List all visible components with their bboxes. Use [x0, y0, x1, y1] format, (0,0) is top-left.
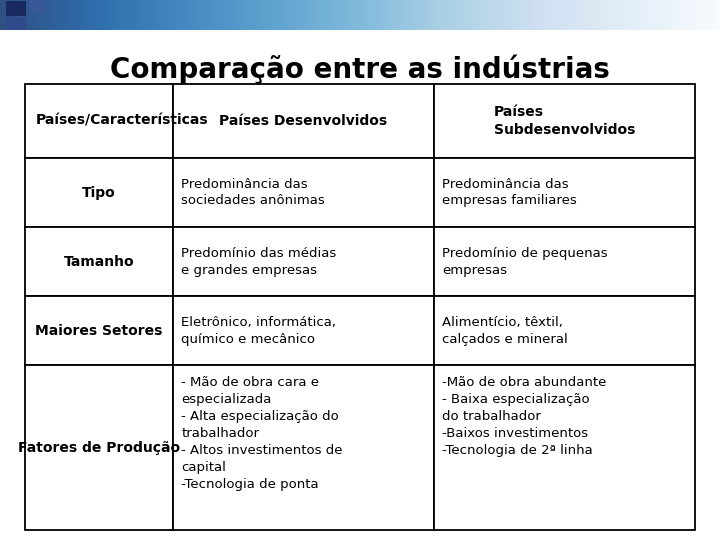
Text: Países
Subdesenvolvidos: Países Subdesenvolvidos — [493, 105, 635, 137]
Bar — [25, 366, 173, 530]
Text: Maiores Setores: Maiores Setores — [35, 324, 163, 338]
Bar — [433, 158, 695, 227]
Text: Países/Características: Países/Características — [35, 114, 208, 128]
Bar — [173, 158, 433, 227]
Bar — [173, 366, 433, 530]
Text: Predominância das
empresas familiares: Predominância das empresas familiares — [442, 178, 577, 207]
Text: Predomínio de pequenas
empresas: Predomínio de pequenas empresas — [442, 247, 608, 276]
Text: Fatores de Produção: Fatores de Produção — [18, 441, 180, 455]
Bar — [25, 296, 173, 366]
Bar — [433, 366, 695, 530]
Bar — [173, 227, 433, 296]
Text: Tipo: Tipo — [82, 186, 116, 200]
Text: Eletrônico, informática,
químico e mecânico: Eletrônico, informática, químico e mecân… — [181, 316, 336, 346]
Text: - Mão de obra cara e
especializada
- Alta especialização do
trabalhador
- Altos : - Mão de obra cara e especializada - Alt… — [181, 376, 343, 491]
Bar — [173, 84, 433, 158]
Text: Predominância das
sociedades anônimas: Predominância das sociedades anônimas — [181, 178, 325, 207]
Bar — [173, 296, 433, 366]
Bar — [25, 158, 173, 227]
Bar — [29, 2, 46, 14]
Text: -Mão de obra abundante
- Baixa especialização
do trabalhador
-Baixos investiment: -Mão de obra abundante - Baixa especiali… — [442, 376, 607, 457]
Text: Tamanho: Tamanho — [63, 255, 134, 269]
Text: Predomínio das médias
e grandes empresas: Predomínio das médias e grandes empresas — [181, 247, 336, 276]
Bar — [6, 2, 26, 16]
Bar — [25, 227, 173, 296]
Bar — [6, 17, 26, 30]
Bar — [433, 296, 695, 366]
Bar — [433, 227, 695, 296]
Bar — [433, 84, 695, 158]
Bar — [25, 84, 173, 158]
Text: Alimentício, têxtil,
calçados e mineral: Alimentício, têxtil, calçados e mineral — [442, 316, 568, 346]
Text: Comparação entre as indústrias: Comparação entre as indústrias — [110, 54, 610, 84]
Text: Países Desenvolvidos: Países Desenvolvidos — [219, 114, 387, 128]
